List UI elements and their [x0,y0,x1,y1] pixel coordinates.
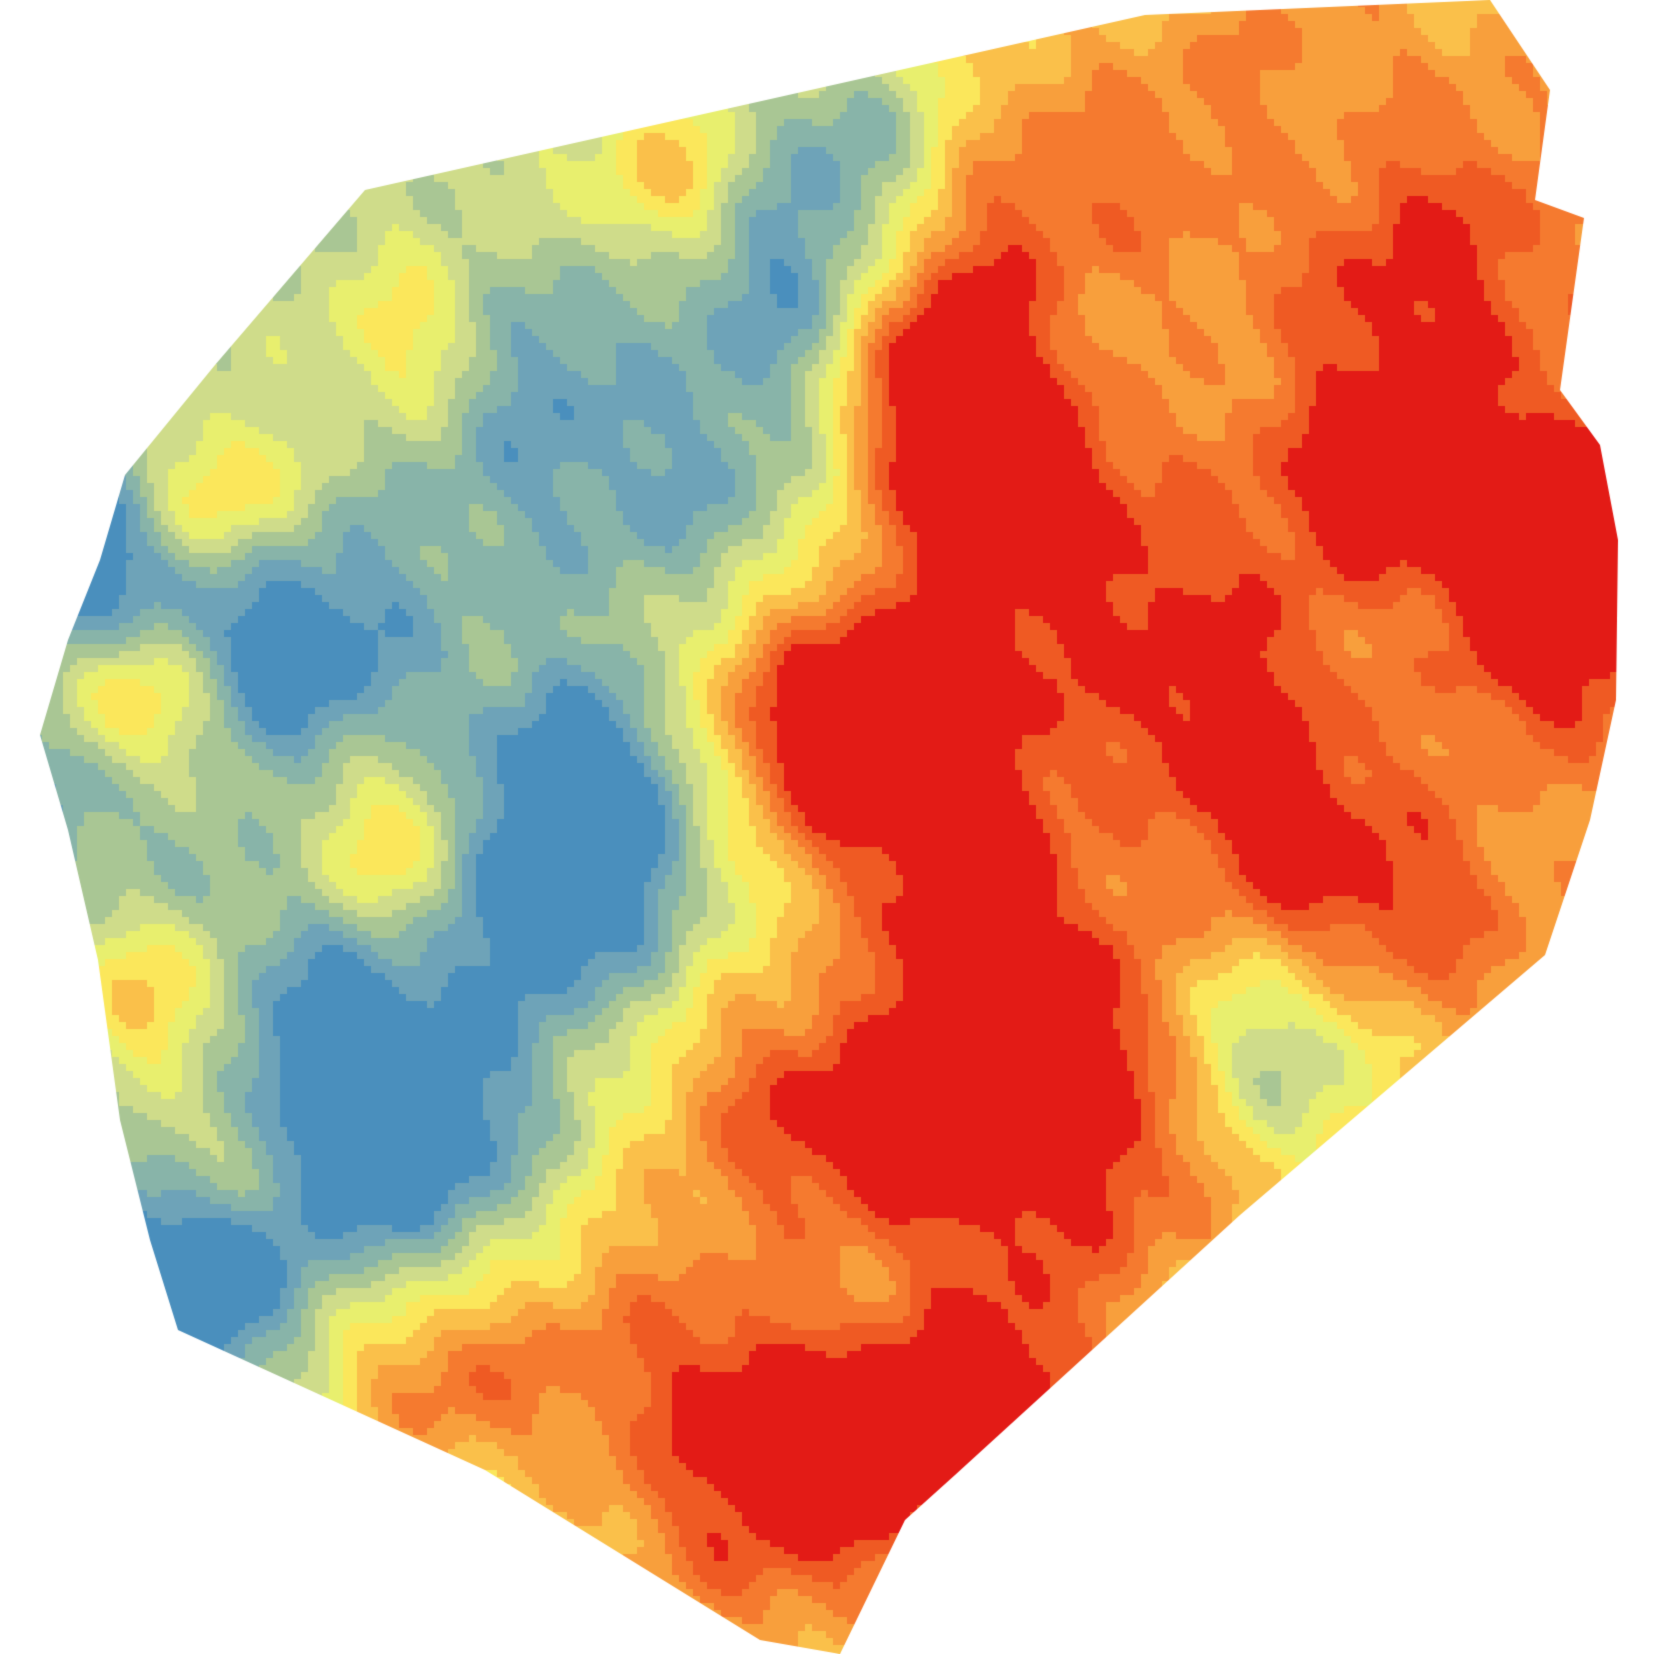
field-boundary [40,0,1618,1654]
